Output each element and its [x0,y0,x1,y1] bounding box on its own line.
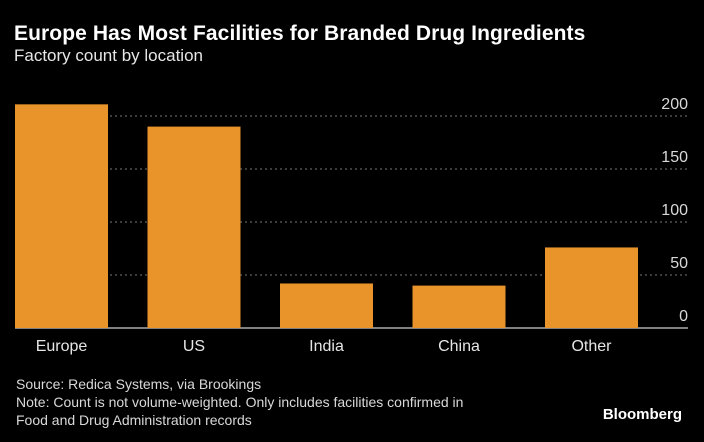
chart-subtitle: Factory count by location [14,46,203,65]
x-tick-label: Other [571,338,612,355]
chart-title: Europe Has Most Facilities for Branded D… [14,22,586,45]
x-tick-label: India [309,338,344,355]
x-tick-label: China [438,338,480,355]
note-text-line-2: Food and Drug Administration records [16,412,252,428]
note-text-line-1: Note: Count is not volume-weighted. Only… [16,394,464,410]
bar-europe [15,104,108,328]
y-tick-label: 200 [661,96,688,113]
source-text: Source: Redica Systems, via Brookings [16,376,262,392]
chart-footer: Source: Redica Systems, via Brookings No… [16,375,463,429]
bar-india [280,283,373,328]
y-tick-label: 150 [661,149,688,166]
bloomberg-logo: Bloomberg [602,406,682,423]
bar-other [545,247,638,328]
bar-us [147,126,241,328]
bar-china [412,285,506,328]
y-tick-label: 100 [661,202,688,219]
x-tick-label: Europe [36,338,88,355]
y-tick-label: 50 [670,255,688,272]
x-tick-label: US [183,338,205,355]
y-tick-label: 0 [679,308,688,325]
